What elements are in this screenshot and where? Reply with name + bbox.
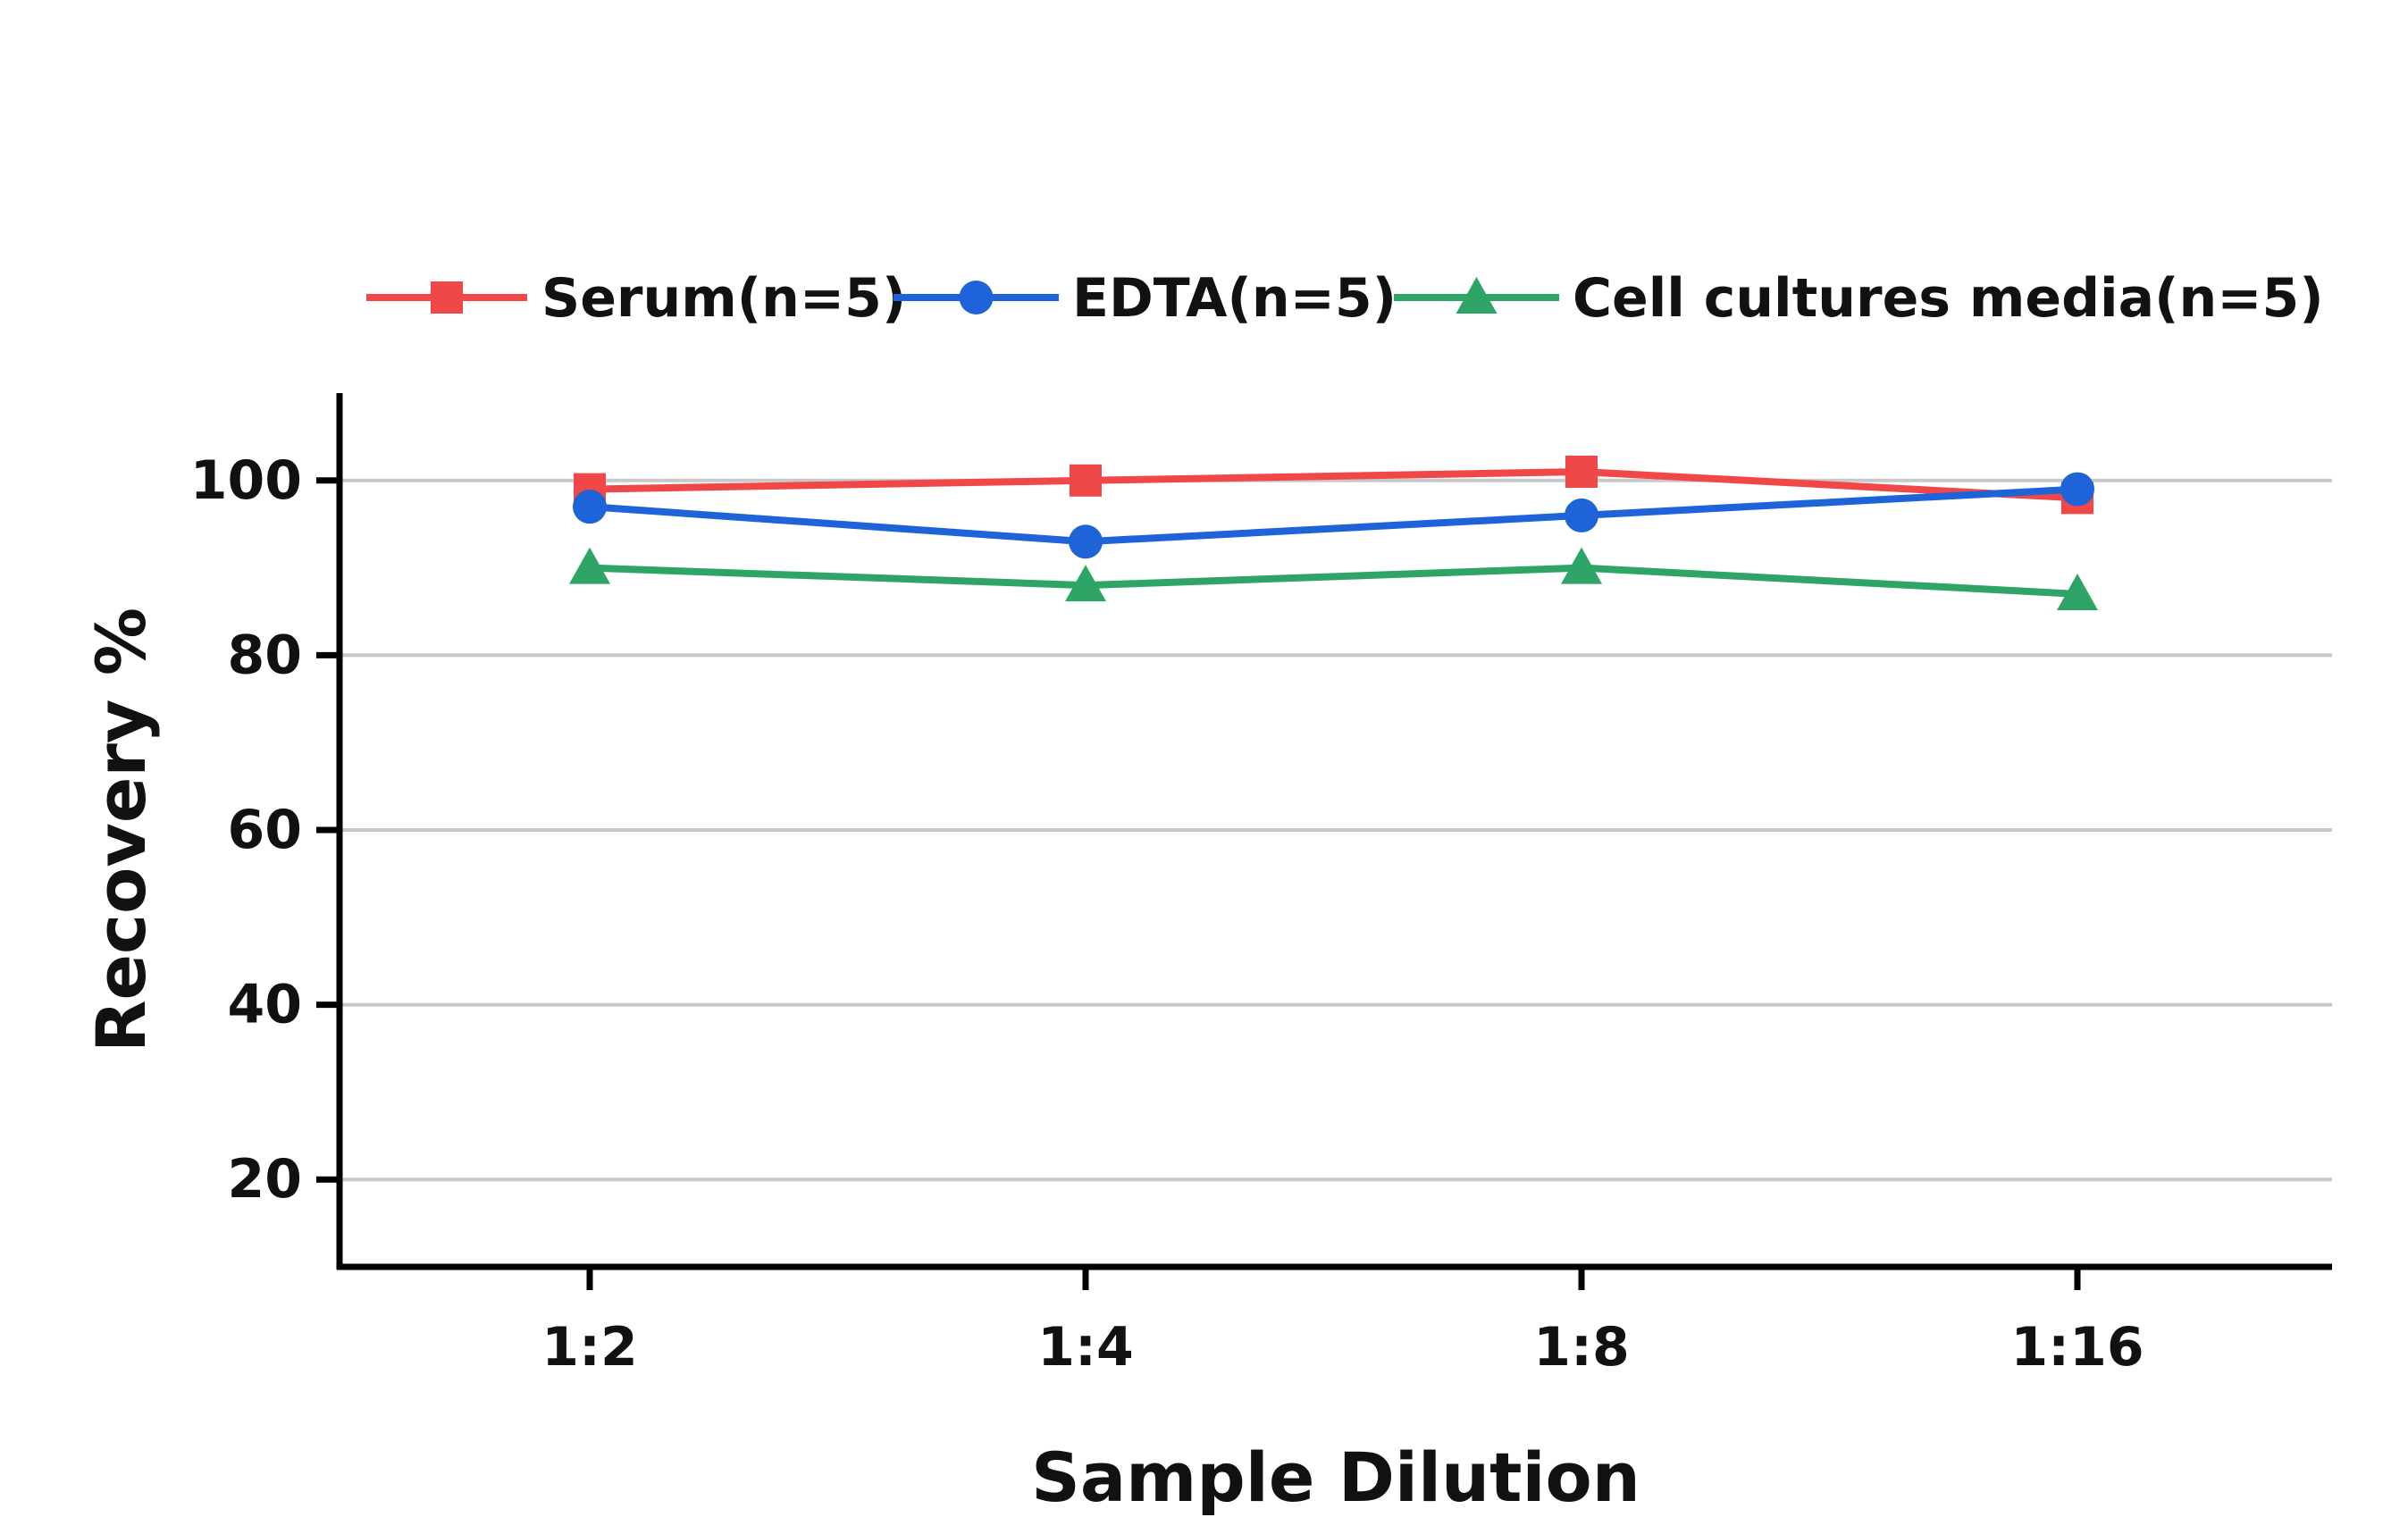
x-axis-title: Sample Dilution	[1031, 1438, 1640, 1517]
y-tick-label: 60	[228, 799, 303, 861]
series	[569, 456, 2098, 610]
legend-label: Serum(n=5)	[541, 267, 906, 330]
data-point	[569, 547, 610, 584]
legend-marker	[1456, 277, 1498, 314]
data-point	[1565, 456, 1598, 489]
data-point	[1561, 547, 1602, 584]
x-tick-label: 1:4	[1037, 1316, 1134, 1379]
legend-item: Serum(n=5)	[366, 267, 906, 330]
legend-label: EDTA(n=5)	[1072, 267, 1397, 330]
legend-item: Cell cultures media(n=5)	[1394, 267, 2324, 330]
y-axis-title: Recovery %	[81, 608, 161, 1052]
x-tick-label: 1:8	[1533, 1316, 1630, 1379]
series-circle	[573, 472, 2094, 559]
x-tick-label: 1:16	[2010, 1316, 2144, 1379]
series-line	[589, 468, 2078, 502]
x-tick-label: 1:2	[541, 1316, 638, 1379]
data-point	[1069, 524, 1103, 559]
y-tick-label: 80	[228, 624, 303, 686]
gridlines	[340, 478, 2332, 1182]
series-triangle	[569, 547, 2098, 610]
axes	[316, 393, 2332, 1290]
data-point	[1070, 464, 1102, 497]
data-point	[2057, 573, 2098, 610]
series-line	[589, 564, 2078, 598]
legend-marker	[431, 281, 463, 314]
data-point	[1565, 498, 1598, 532]
y-tick-labels: 20 40 60 80 100	[190, 449, 302, 1211]
x-tick-labels: 1:2 1:4 1:8 1:16	[541, 1316, 2144, 1379]
legend-marker	[959, 281, 994, 314]
y-tick-label: 20	[228, 1148, 303, 1211]
y-tick-label: 40	[228, 974, 303, 1036]
data-point	[1065, 565, 1106, 602]
data-point	[2060, 472, 2094, 507]
legend-item: EDTA(n=5)	[894, 267, 1397, 330]
y-tick-label: 100	[190, 449, 302, 512]
data-point	[573, 490, 607, 524]
series-line	[589, 485, 2078, 546]
series-square	[574, 456, 2093, 515]
legend: Serum(n=5) EDTA(n=5) Cell cultures media(n…	[366, 267, 2324, 330]
legend-label: Cell cultures media(n=5)	[1573, 267, 2324, 330]
